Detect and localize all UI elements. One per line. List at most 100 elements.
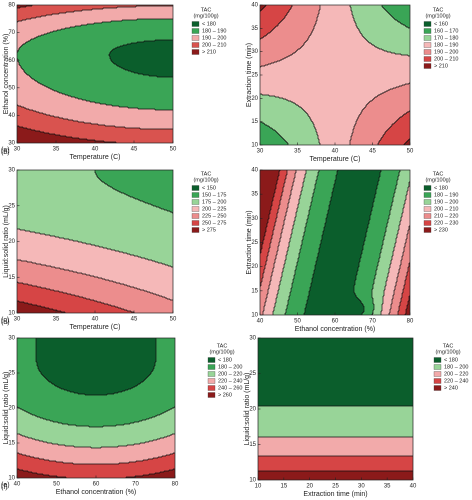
legend-label: 200 – 210: [434, 206, 458, 212]
x-axis-label: Temperature (C): [70, 324, 121, 331]
y-tick-label: 25: [251, 240, 258, 246]
y-tick-label: 30: [251, 216, 258, 222]
legend-swatch: [191, 49, 200, 55]
x-tick-label: 80: [172, 482, 179, 488]
legend-swatch: [423, 28, 432, 34]
x-tick-label: 45: [369, 149, 376, 155]
legend-label: 240 – 260: [218, 385, 242, 391]
x-tick-label: 35: [384, 484, 391, 490]
legend-label: 170 – 180: [434, 35, 458, 41]
contour-region: [17, 338, 175, 427]
legend-label: 200 – 210: [202, 42, 226, 48]
legend-swatch: [191, 42, 200, 48]
legend-label: 220 – 240: [444, 378, 468, 384]
legend-swatch: [191, 213, 200, 219]
x-tick-label: 50: [170, 317, 177, 323]
x-axis-label: Temperature (C): [310, 156, 361, 163]
contour-region: [258, 471, 413, 480]
panel-label: (c): [1, 317, 9, 324]
contour-line: [17, 5, 173, 143]
x-tick-label: 35: [294, 149, 301, 155]
contour-region: [17, 6, 173, 129]
legend-label: 180 – 190: [434, 192, 458, 198]
legend-swatch: [423, 49, 432, 55]
legend-label: 190 – 200: [434, 49, 458, 55]
contour-region: [260, 5, 410, 145]
legend-swatch: [191, 185, 200, 191]
x-tick-label: 70: [132, 482, 139, 488]
legend-swatch: [207, 392, 216, 398]
x-tick-label: 40: [410, 484, 417, 490]
contour-region: [258, 338, 413, 406]
x-tick-label: 40: [92, 147, 99, 153]
contour-region: [36, 338, 156, 395]
legend-swatch: [423, 185, 432, 191]
contour-region: [304, 170, 381, 315]
x-tick-label: 30: [358, 484, 365, 490]
y-tick-label: 10: [8, 476, 15, 482]
y-tick-label: 10: [251, 143, 258, 149]
legend-swatch: [423, 227, 432, 233]
legend-title: TAC: [433, 7, 444, 13]
legend-swatch: [191, 206, 200, 212]
contour-region: [258, 437, 413, 456]
y-axis-label: Ethanol concentration (%): [3, 34, 10, 115]
legend-label: < 160: [434, 21, 448, 27]
contour-region: [17, 469, 175, 478]
legend-subtitle: (mg/100g): [209, 349, 234, 355]
contour-region: [17, 5, 116, 143]
legend-label: 210 – 220: [434, 213, 458, 219]
x-tick-label: 35: [53, 317, 60, 323]
x-tick-label: 50: [407, 149, 414, 155]
legend-swatch: [423, 206, 432, 212]
legend-label: 180 – 200: [444, 364, 468, 370]
contour-region: [95, 170, 173, 213]
y-tick-label: 60: [8, 58, 15, 64]
legend-swatch: [191, 227, 200, 233]
y-tick-label: 80: [8, 3, 15, 9]
contour-region: [260, 5, 410, 145]
y-tick-label: 25: [8, 371, 15, 377]
legend-label: > 240: [444, 385, 458, 391]
x-tick-label: 10: [255, 484, 262, 490]
legend-swatch: [191, 35, 200, 41]
legend-swatch: [191, 220, 200, 226]
legend-label: < 150: [202, 185, 216, 191]
x-tick-label: 45: [131, 147, 138, 153]
y-tick-label: 30: [8, 336, 15, 342]
contour-region: [17, 434, 175, 464]
x-tick-label: 40: [92, 317, 99, 323]
legend-label: 190 – 200: [434, 199, 458, 205]
legend-swatch: [433, 385, 442, 391]
legend-swatch: [207, 357, 216, 363]
y-tick-label: 15: [251, 288, 258, 294]
x-axis-label: Ethanol concentration (%): [56, 489, 137, 496]
legend-title: TAC: [443, 343, 454, 349]
contour-region: [273, 170, 410, 315]
legend-swatch: [207, 364, 216, 370]
legend-label: < 180: [202, 21, 216, 27]
legend-swatch: [207, 371, 216, 377]
legend-title: TAC: [201, 171, 212, 177]
contour-line: [17, 170, 173, 313]
contour-region: [17, 453, 175, 478]
y-tick-label: 20: [8, 239, 15, 245]
legend-swatch: [423, 213, 432, 219]
legend-label: 160 – 170: [434, 28, 458, 34]
y-tick-label: 35: [251, 26, 258, 32]
x-tick-label: 40: [14, 482, 21, 488]
legend-swatch: [433, 357, 442, 363]
x-tick-label: 15: [280, 484, 287, 490]
contour-region: [17, 170, 173, 267]
y-tick-label: 20: [251, 96, 258, 102]
y-tick-label: 70: [8, 30, 15, 36]
legend-swatch: [433, 364, 442, 370]
legend-subtitle: (mg/100g): [425, 177, 450, 183]
x-tick-label: 30: [257, 149, 264, 155]
x-tick-label: 60: [93, 482, 100, 488]
y-axis-label: Liquid:solid ratio (mL/g): [3, 372, 10, 445]
x-tick-label: 40: [332, 149, 339, 155]
y-axis-label: Liquid:solid ratio (mL/g): [3, 205, 10, 278]
y-tick-label: 25: [8, 203, 15, 209]
y-tick-label: 40: [251, 168, 258, 174]
